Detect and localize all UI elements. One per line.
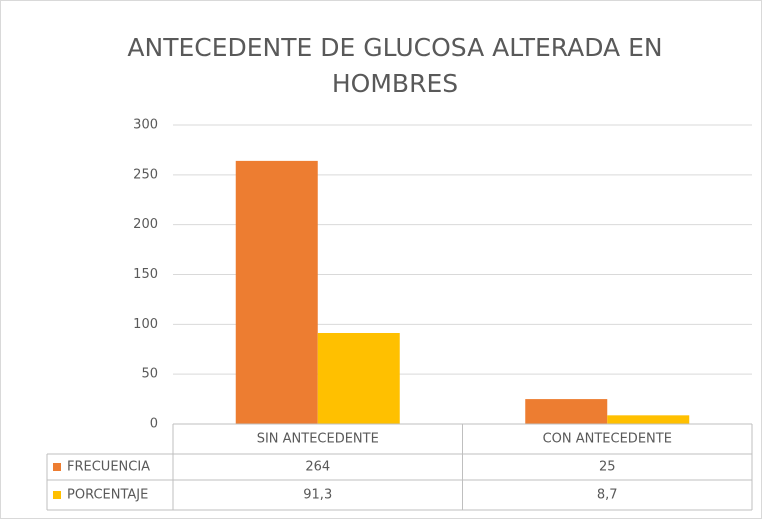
- bar: [317, 333, 400, 424]
- y-tick-label: 50: [141, 367, 158, 382]
- table-value: 25: [599, 460, 616, 475]
- legend-swatch: [53, 463, 61, 471]
- y-tick-label: 200: [133, 217, 158, 232]
- bar: [525, 399, 608, 424]
- y-tick-label: 100: [133, 317, 158, 332]
- legend-swatch: [53, 491, 61, 499]
- bar: [607, 415, 690, 424]
- bar: [235, 160, 318, 424]
- y-tick-label: 300: [133, 118, 158, 133]
- y-tick-label: 0: [150, 417, 158, 432]
- x-tick-label: SIN ANTECEDENTE: [257, 432, 379, 447]
- chart-title: ANTECEDENTE DE GLUCOSA ALTERADA EN HOMBR…: [127, 33, 663, 98]
- table-value: 264: [305, 460, 330, 475]
- table-value: 8,7: [597, 488, 618, 503]
- legend-label: PORCENTAJE: [67, 488, 148, 503]
- legend-label: FRECUENCIA: [67, 460, 150, 475]
- x-tick-label: CON ANTECEDENTE: [543, 432, 672, 447]
- y-tick-label: 150: [133, 267, 158, 282]
- y-tick-label: 250: [133, 167, 158, 182]
- table-value: 91,3: [303, 488, 332, 503]
